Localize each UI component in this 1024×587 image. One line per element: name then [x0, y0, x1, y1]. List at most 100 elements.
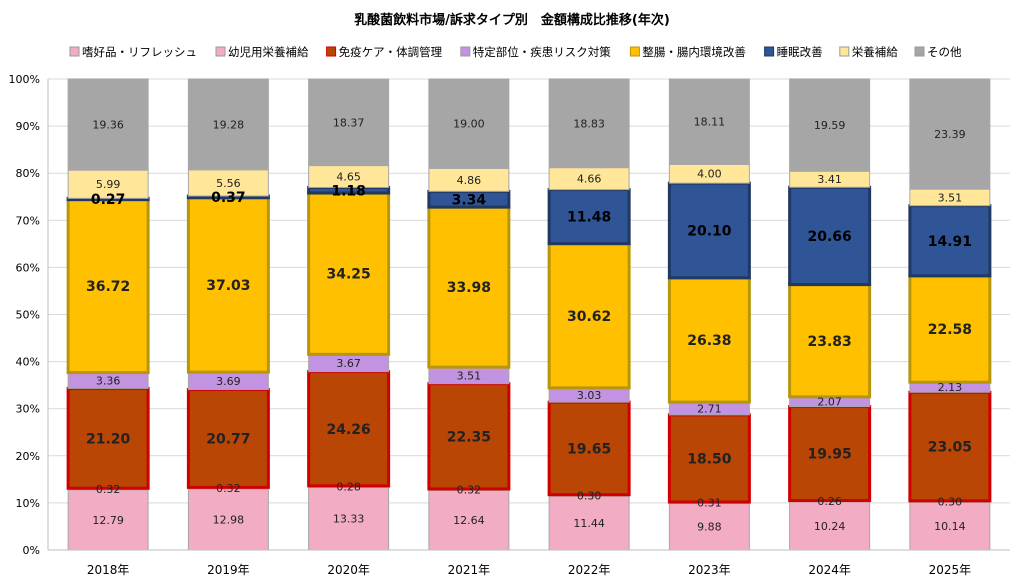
legend-item: 幼児用栄養補給 — [215, 45, 309, 59]
data-label: 20.66 — [807, 229, 851, 245]
data-label: 12.64 — [453, 514, 485, 527]
data-label: 3.34 — [452, 192, 487, 208]
y-tick-label: 80% — [16, 167, 40, 180]
bar-segment — [186, 388, 270, 489]
bar-segment — [909, 501, 991, 551]
x-tick-label: 2019年 — [207, 563, 250, 577]
bar-segment — [187, 169, 269, 197]
x-tick-label: 2023年 — [688, 563, 731, 577]
legend-item: 整腸・腸内環境改善 — [629, 45, 746, 59]
data-label: 18.11 — [694, 116, 726, 129]
data-label: 24.26 — [326, 422, 370, 438]
bar-segment — [908, 390, 992, 503]
data-label: 0.37 — [211, 190, 246, 206]
data-label: 13.33 — [333, 513, 365, 526]
bar-segment — [67, 78, 149, 171]
bar-segment — [667, 181, 751, 280]
data-label: 10.24 — [814, 520, 846, 533]
legend-label: 嗜好品・リフレッシュ — [82, 45, 197, 59]
bar-segment — [187, 488, 269, 551]
data-label: 0.31 — [697, 497, 722, 510]
data-label: 19.28 — [213, 118, 245, 131]
legend-label: 睡眠改善 — [777, 45, 823, 59]
y-tick-label: 30% — [16, 403, 40, 416]
data-label: 3.69 — [216, 375, 241, 388]
data-label: 18.50 — [687, 451, 732, 467]
data-label: 23.39 — [934, 128, 966, 141]
bar-segment — [428, 78, 510, 169]
data-label: 19.00 — [453, 118, 485, 131]
bar-segment — [66, 386, 150, 490]
data-label: 23.83 — [807, 334, 851, 350]
bar-segment — [788, 283, 872, 399]
x-tick-label: 2024年 — [808, 563, 851, 577]
data-label: 0.32 — [96, 483, 121, 496]
y-tick-label: 0% — [23, 544, 40, 557]
data-label: 5.99 — [96, 178, 121, 191]
legend-swatch — [764, 46, 775, 57]
legend-label: その他 — [927, 45, 962, 59]
legend-swatch — [326, 46, 337, 57]
data-label: 12.79 — [92, 514, 124, 527]
y-tick-label: 20% — [16, 450, 40, 463]
bar-segment — [668, 78, 750, 165]
data-label: 3.67 — [336, 357, 361, 370]
bar-segment — [548, 495, 630, 551]
bar-segment — [67, 489, 149, 551]
bar-segment — [668, 502, 750, 551]
data-labels: 12.79 0.32 21.20 3.36 36.72 0.275.99 19.36 12.9… — [86, 116, 972, 534]
bar-segment — [547, 242, 631, 390]
legend-item: 免疫ケア・体調管理 — [326, 45, 443, 59]
data-label: 0.32 — [216, 482, 241, 495]
legend-item: 睡眠改善 — [764, 45, 823, 59]
legend-label: 免疫ケア・体調管理 — [339, 45, 443, 59]
data-label: 19.95 — [807, 447, 851, 463]
data-label: 26.38 — [687, 333, 731, 349]
data-label: 0.26 — [817, 495, 842, 508]
bar-segment — [908, 274, 992, 384]
data-label: 0.30 — [938, 495, 963, 508]
data-label: 21.20 — [86, 431, 131, 447]
legend-label: 栄養補給 — [852, 45, 898, 59]
data-label: 3.03 — [577, 389, 602, 402]
bar-segment — [428, 489, 510, 551]
data-label: 19.36 — [92, 119, 124, 132]
data-label: 36.72 — [86, 279, 130, 295]
data-label: 18.83 — [573, 117, 605, 130]
legend-label: 特定部位・疾患リスク対策 — [473, 45, 611, 59]
legend-swatch — [460, 46, 471, 57]
data-label: 2.07 — [817, 396, 842, 409]
y-tick-label: 70% — [16, 214, 40, 227]
bar-segment — [789, 78, 871, 172]
bar-segment — [909, 78, 991, 190]
legend-swatch — [629, 46, 640, 57]
data-label: 30.62 — [567, 309, 611, 325]
bar-segment — [66, 198, 150, 375]
data-label: 10.14 — [934, 520, 966, 533]
y-tick-label: 60% — [16, 261, 40, 274]
data-label: 9.88 — [697, 521, 722, 534]
x-tick-label: 2020年 — [327, 563, 370, 577]
bar-segment — [427, 382, 511, 491]
legend: 嗜好品・リフレッシュ 幼児用栄養補給 免疫ケア・体調管理 特定部位・疾患リスク対策 整腸… — [69, 45, 962, 59]
y-tick-label: 90% — [16, 120, 40, 133]
bar-segment — [308, 78, 390, 167]
data-label: 4.66 — [577, 173, 602, 186]
x-tick-label: 2018年 — [87, 563, 130, 577]
data-label: 1.18 — [331, 183, 366, 199]
data-label: 33.98 — [447, 280, 491, 296]
data-label: 4.00 — [697, 168, 722, 181]
legend-item: 嗜好品・リフレッシュ — [69, 45, 197, 59]
bar-segment — [67, 169, 149, 199]
data-label: 2.13 — [938, 381, 963, 394]
bar-segment — [548, 78, 630, 169]
data-label: 0.27 — [91, 192, 126, 208]
data-label: 12.98 — [213, 513, 245, 526]
legend-label: 整腸・腸内環境改善 — [642, 45, 746, 59]
data-label: 4.86 — [457, 174, 482, 187]
data-label: 22.58 — [928, 322, 972, 338]
bar-segment — [788, 185, 872, 287]
legend-swatch — [839, 46, 850, 57]
bar-segment — [187, 78, 269, 171]
